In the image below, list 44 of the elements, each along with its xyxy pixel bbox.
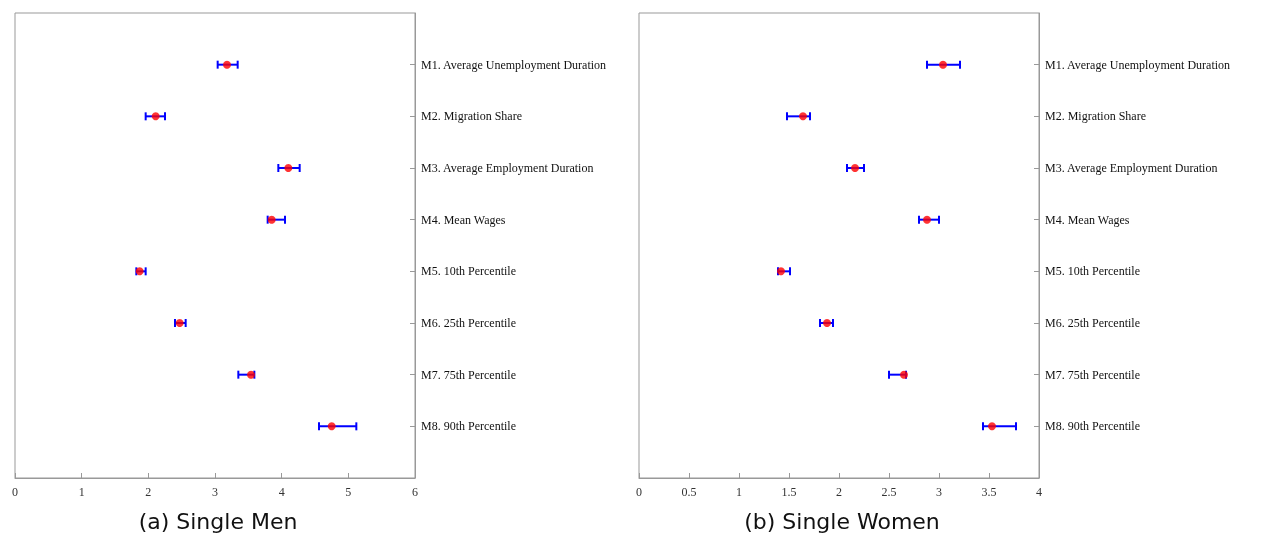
y-tick-label: M6. 25th Percentile <box>1045 316 1140 330</box>
point <box>823 319 831 327</box>
y-tick-label: M5. 10th Percentile <box>421 264 516 279</box>
y-tick-label: M3. Average Employment Duration <box>421 161 594 175</box>
x-tick-label: 6 <box>412 485 418 499</box>
x-tick-label: 5 <box>345 485 352 499</box>
y-tick-label: M1. Average Unemployment Duration <box>1045 57 1231 72</box>
x-tick-label: 4 <box>278 485 285 499</box>
x-tick-label: 2 <box>145 485 152 499</box>
x-tick-label: 0 <box>12 485 18 499</box>
y-tick-label: M8. 90th Percentile <box>421 419 516 434</box>
x-tick-label: 0.5 <box>681 485 697 499</box>
y-tick-label: M6. 25th Percentile <box>421 316 516 330</box>
x-tick-label: 1 <box>78 485 85 499</box>
y-tick-label: M3. Average Employment Duration <box>1045 161 1218 175</box>
point <box>151 112 160 121</box>
point <box>284 164 293 172</box>
point <box>923 215 931 224</box>
y-tick-label: M4. Mean Wages <box>1045 212 1130 227</box>
x-tick-label: 2 <box>836 485 842 499</box>
y-tick-label: M4. Mean Wages <box>421 212 506 227</box>
text: (b) Single Women <box>744 508 940 534</box>
y-tick-label: M5. 10th Percentile <box>1045 264 1140 279</box>
x-tick-label: 2.5 <box>881 485 897 499</box>
y-tick-label: M7. 75th Percentile <box>1045 367 1140 382</box>
point <box>939 60 947 69</box>
x-tick-label: 1 <box>736 485 742 499</box>
x-tick-label: 3.5 <box>981 485 997 499</box>
point <box>327 422 336 431</box>
text: (a) Single Men <box>138 508 298 534</box>
y-tick-label: M7. 75th Percentile <box>421 367 516 382</box>
x-tick-label: 1.5 <box>781 485 797 499</box>
x-tick-label: 4 <box>1036 485 1042 499</box>
point <box>799 112 807 121</box>
point <box>851 164 859 172</box>
x-tick-label: 3 <box>212 485 218 499</box>
point <box>223 60 231 69</box>
y-tick-label: M8. 90th Percentile <box>1045 419 1140 434</box>
y-tick-label: M2. Migration Share <box>1045 109 1146 124</box>
y-tick-label: M2. Migration Share <box>421 109 522 124</box>
x-tick-label: 3 <box>936 485 942 499</box>
x-tick-label: 0 <box>636 485 642 499</box>
y-tick-label: M1. Average Unemployment Duration <box>421 57 607 72</box>
point <box>988 422 996 431</box>
